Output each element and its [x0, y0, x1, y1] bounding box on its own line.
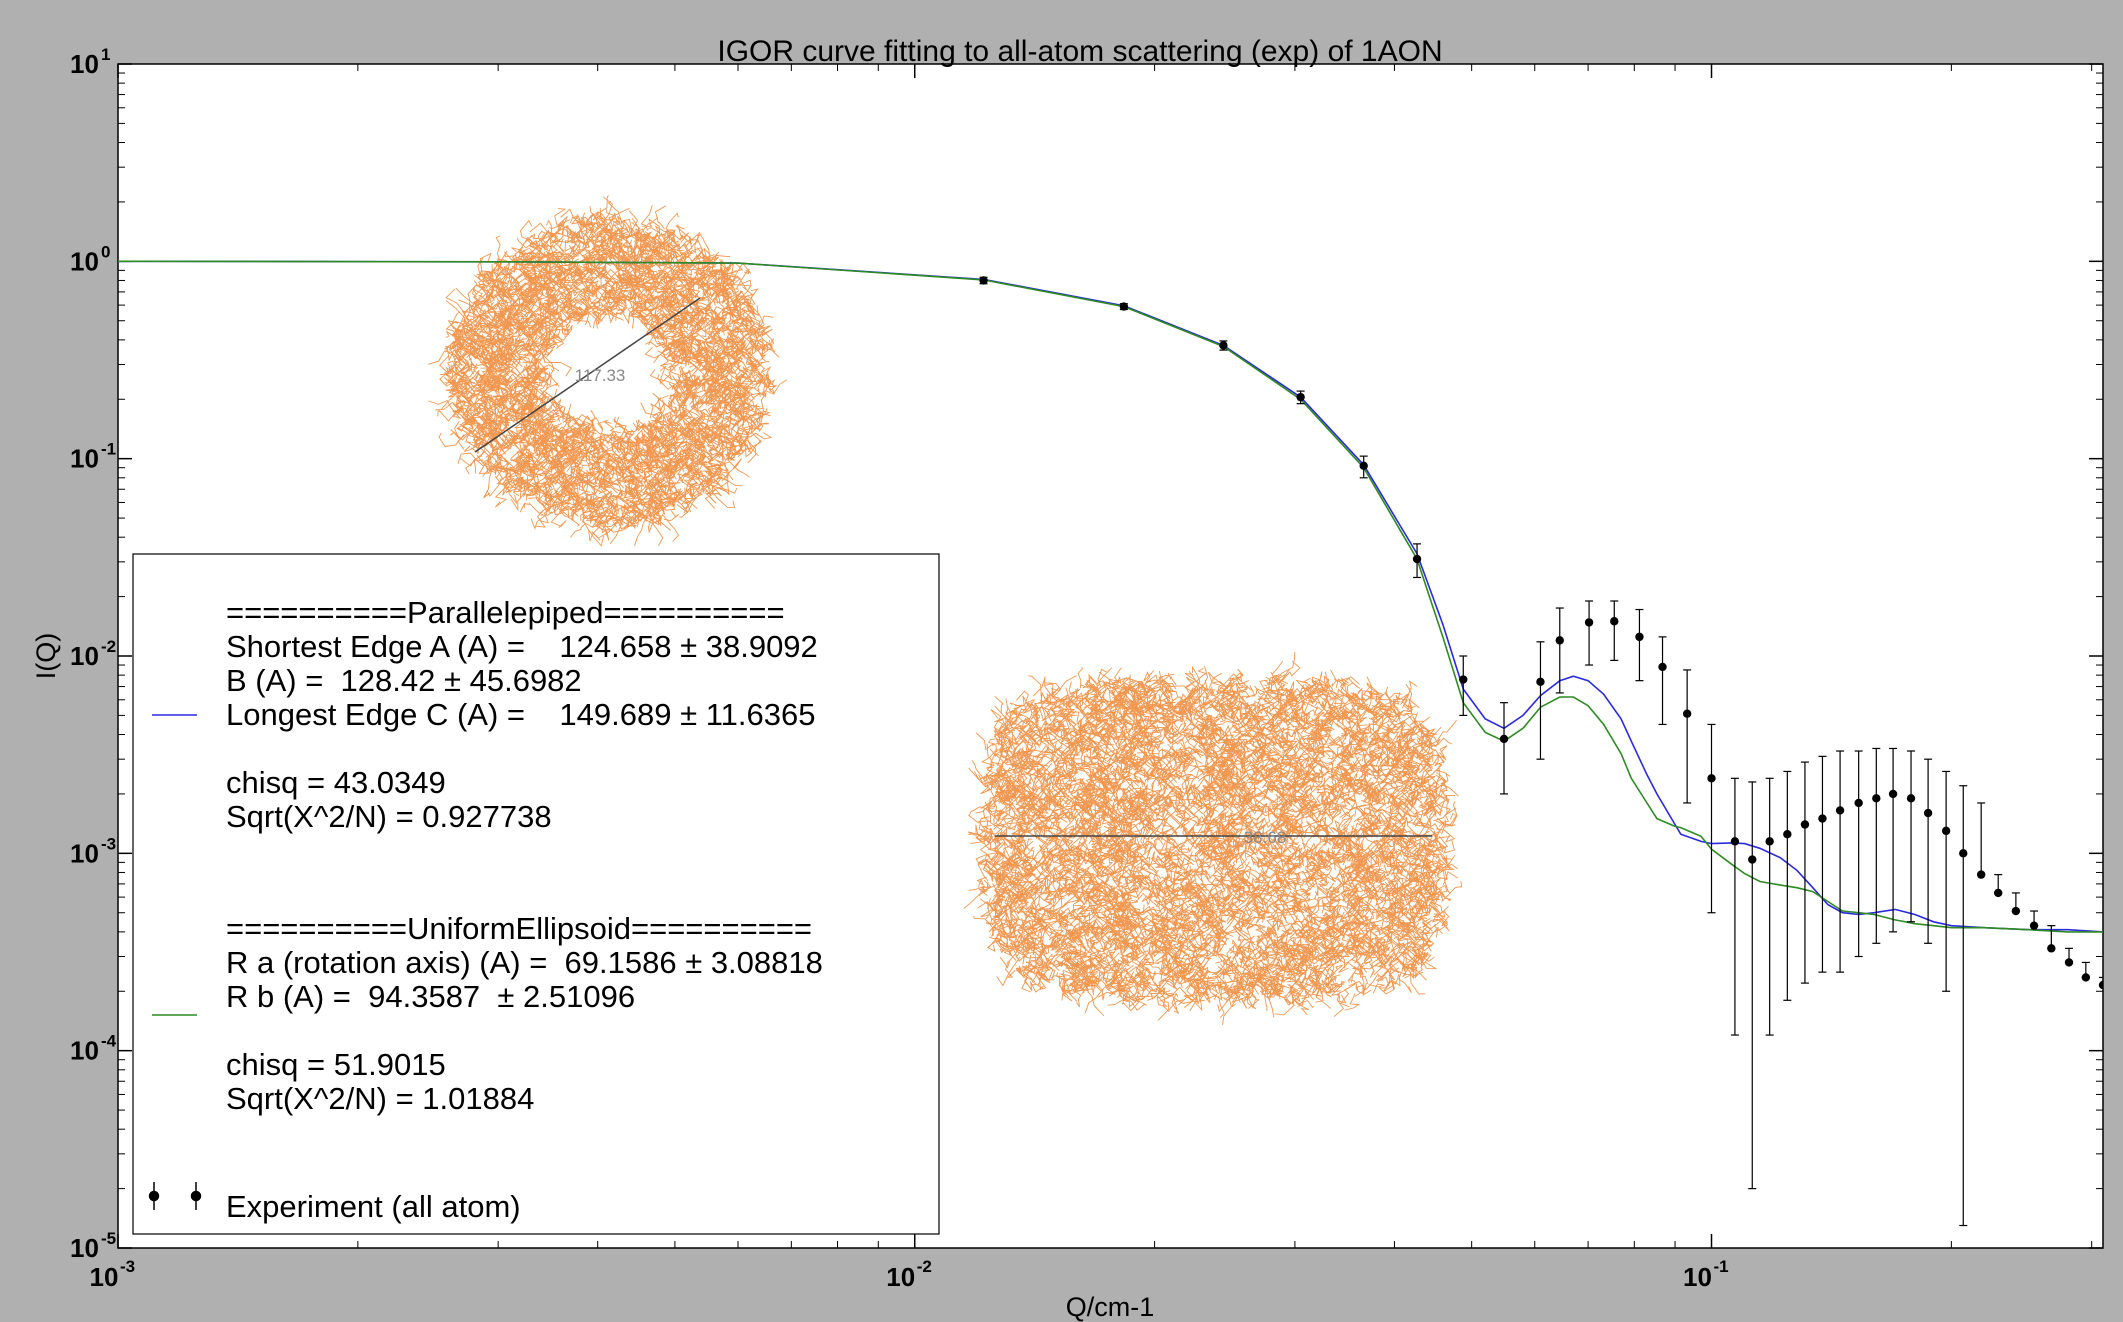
legend-line: Shortest Edge A (A) = 124.658 ± 38.9092	[226, 629, 818, 664]
chart-title: IGOR curve fitting to all-atom scatterin…	[717, 35, 1442, 68]
data-point	[1854, 798, 1863, 808]
slab-structure-image	[963, 652, 1463, 1025]
legend-block-parallelepiped: ==========Parallelepiped========== Short…	[226, 595, 818, 834]
data-point	[1610, 617, 1619, 626]
x-tick-exponent: -3	[120, 1257, 135, 1276]
ring-structure-image	[428, 195, 787, 547]
y-tick-label: 10	[70, 1036, 99, 1066]
data-point	[2064, 958, 2074, 967]
data-point	[1888, 789, 1898, 799]
data-point	[1536, 677, 1545, 687]
y-tick-exponent: 1	[101, 45, 110, 64]
data-point	[979, 276, 988, 285]
data-point	[1459, 675, 1468, 684]
legend-line: Longest Edge C (A) = 149.689 ± 11.6365	[226, 697, 815, 732]
data-point	[1800, 820, 1810, 829]
y-tick-label: 10	[70, 1233, 99, 1263]
y-tick-exponent: -2	[101, 637, 116, 656]
slab-measure-label: 38.68	[1244, 828, 1287, 847]
legend-line: Sqrt(X^2/N) = 0.927738	[226, 799, 552, 834]
fit-line-1	[118, 260, 2103, 933]
data-point	[1748, 855, 1757, 864]
data-point	[2047, 944, 2056, 953]
data-point	[1499, 734, 1509, 744]
legend-line: ==========UniformEllipsoid==========	[226, 911, 812, 946]
legend-block-ellipsoid: ==========UniformEllipsoid========== R a…	[226, 911, 823, 1116]
data-point	[1835, 806, 1845, 815]
data-point	[1976, 870, 1986, 879]
data-point	[1219, 341, 1228, 350]
data-point	[1658, 662, 1667, 672]
data-series	[118, 260, 2103, 1227]
axis-ticks: 10 110 010 -110 -210 -310 -410 -510 -3 10 -2 10 -1	[70, 45, 2103, 1292]
data-point	[2081, 973, 2091, 982]
legend-line: ==========Parallelepiped==========	[226, 595, 785, 630]
y-tick-exponent: 0	[101, 242, 110, 261]
data-point	[1635, 632, 1644, 642]
legend-line: B (A) = 128.42 ± 45.6982	[226, 663, 582, 698]
legend-swatch-experiment	[148, 1182, 202, 1210]
x-tick-label: 10	[886, 1262, 915, 1292]
x-tick-exponent: -1	[1714, 1257, 1729, 1276]
x-tick-label: 10	[1683, 1262, 1712, 1292]
y-tick-exponent: -1	[101, 440, 116, 459]
data-point	[1959, 849, 1968, 858]
data-point	[1359, 461, 1368, 471]
structure-strands	[963, 652, 1463, 1025]
legend-experiment-label: Experiment (all atom)	[226, 1189, 521, 1224]
y-tick-exponent: -5	[101, 1229, 116, 1248]
structure-strands	[428, 195, 787, 547]
legend: ==========Parallelepiped========== Short…	[132, 553, 940, 1235]
legend-line: R b (A) = 94.3587 ± 2.51096	[226, 979, 635, 1014]
data-point	[2011, 906, 2021, 916]
y-tick-label: 10	[70, 838, 99, 868]
y-axis-label: I(Q)	[31, 633, 61, 680]
data-point	[1730, 837, 1740, 846]
data-point	[1906, 794, 1916, 803]
y-tick-label: 10	[70, 246, 99, 276]
legend-line: Sqrt(X^2/N) = 1.01884	[226, 1081, 534, 1116]
data-point	[1994, 888, 2003, 898]
ring-measure-label: 117.33	[575, 366, 626, 385]
structure-insets: 117.33 38.68	[428, 195, 1463, 1025]
legend-line: chisq = 43.0349	[226, 765, 446, 800]
data-point	[1119, 302, 1129, 311]
data-point	[1783, 830, 1792, 839]
legend-line: R a (rotation axis) (A) = 69.1586 ± 3.08…	[226, 945, 823, 980]
y-tick-label: 10	[70, 49, 99, 79]
x-axis-label: Q/cm-1	[1066, 1292, 1155, 1322]
fit-line-0	[118, 260, 2103, 933]
data-point	[1682, 709, 1692, 718]
y-tick-exponent: -3	[101, 834, 116, 853]
data-point	[2029, 921, 2039, 930]
data-point	[2098, 980, 2103, 990]
x-tick-exponent: -2	[917, 1257, 932, 1276]
ring-measure-line	[474, 297, 701, 453]
y-tick-label: 10	[70, 641, 99, 671]
data-point	[1707, 774, 1716, 783]
data-point	[1941, 826, 1951, 836]
x-tick-label: 10	[90, 1262, 119, 1292]
legend-box	[132, 553, 940, 1235]
data-point	[1584, 618, 1594, 627]
data-point	[1818, 814, 1827, 823]
legend-line: chisq = 51.9015	[226, 1047, 446, 1082]
data-point	[1412, 554, 1422, 564]
data-point	[1923, 808, 1933, 818]
data-point	[1872, 794, 1881, 803]
y-tick-label: 10	[70, 444, 99, 474]
data-point	[1296, 392, 1305, 402]
y-tick-exponent: -4	[101, 1032, 117, 1051]
data-point	[1765, 837, 1774, 846]
data-point	[1555, 636, 1564, 645]
